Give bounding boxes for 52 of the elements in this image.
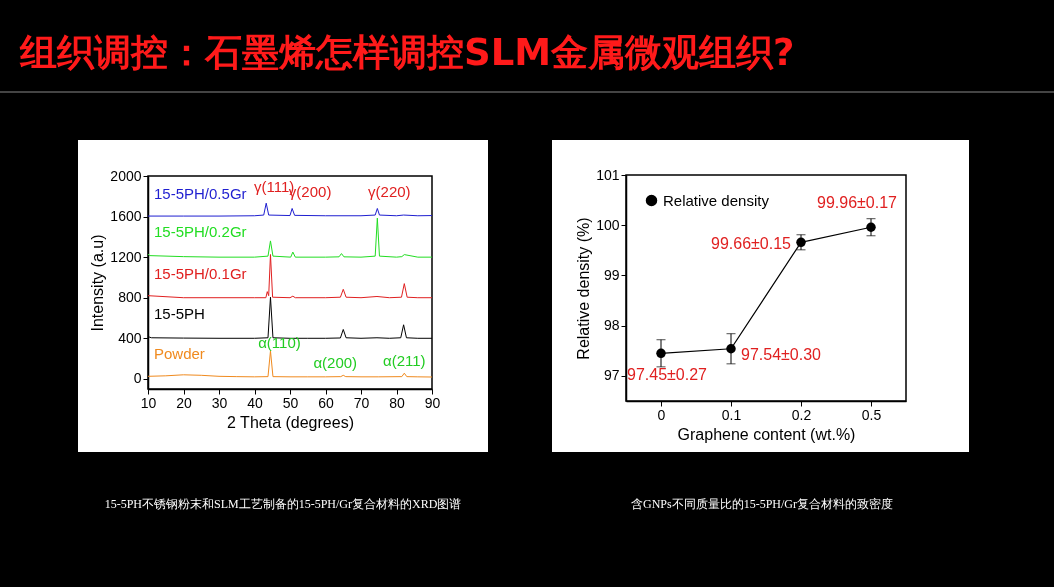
x-tick-label: 0.2 — [791, 406, 812, 423]
y-tick-label: 800 — [118, 289, 142, 306]
y-tick-label: 100 — [596, 216, 620, 233]
y-tick-label: 2000 — [110, 167, 142, 184]
x-tick-label: 0 — [657, 406, 666, 423]
x-tick-label: 10 — [140, 394, 157, 411]
annotation: α(200) — [313, 354, 358, 372]
point — [656, 348, 666, 359]
y-tick-label: 1200 — [110, 248, 142, 265]
line-series — [148, 254, 432, 299]
data-label: 97.45±0.27 — [627, 366, 708, 384]
text: 含GNPs不同质量比的15-5PH/Gr复合材料的致密度 — [630, 496, 894, 513]
x-tick-label: 40 — [247, 394, 263, 411]
series-label: 15-5PH/0.2Gr — [154, 223, 247, 241]
x-tick-label: 50 — [282, 394, 299, 411]
chart-title: 组织调控：石墨烯怎样调控SLM金属微观组织? — [20, 30, 795, 76]
y-tick-label: 98 — [603, 317, 620, 334]
y-tick-label: 101 — [596, 166, 620, 183]
x-tick-label: 0.5 — [861, 406, 882, 423]
y-axis-title: Intensity (a.u) — [89, 234, 107, 332]
x-tick-label: 20 — [176, 394, 192, 411]
x-tick-label: 0.1 — [721, 406, 742, 423]
x-tick-label: 80 — [389, 394, 405, 411]
point — [726, 344, 736, 354]
text: 15-5PH不锈钢粉末和SLM工艺制备的15-5PH/Gr复合材料的XRD图谱 — [104, 496, 462, 513]
y-tick-label: 1600 — [110, 208, 142, 225]
x-axis-title: Graphene content (wt.%) — [677, 425, 856, 443]
line-series — [148, 202, 432, 217]
series-label: 15-5PH — [154, 305, 205, 323]
data-label: 99.96±0.17 — [817, 194, 898, 212]
data-label: 99.66±0.15 — [711, 235, 792, 253]
annotation: γ(220) — [368, 183, 411, 201]
x-tick-label: 30 — [211, 394, 228, 411]
legend-label: Relative density — [663, 191, 770, 209]
x-axis-title: 2 Theta (degrees) — [227, 413, 354, 431]
point — [866, 222, 876, 232]
data-label: 97.54±0.30 — [741, 345, 822, 363]
x-tick-label: 70 — [353, 394, 370, 411]
x-tick-label: 90 — [424, 394, 441, 411]
series-label: Powder — [154, 345, 205, 363]
y-tick-label: 0 — [133, 370, 142, 387]
series-label: 15-5PH/0.5Gr — [154, 185, 247, 203]
series-label: 15-5PH/0.1Gr — [154, 264, 247, 282]
line-series — [148, 217, 432, 258]
y-tick-label: 97 — [603, 367, 620, 384]
x-tick-label: 60 — [318, 394, 334, 411]
annotation: α(110) — [258, 333, 301, 351]
y-axis-title: Relative density (%) — [575, 217, 593, 360]
y-tick-label: 400 — [118, 329, 142, 346]
y-tick-label: 99 — [603, 266, 620, 283]
annotation: α(211) — [383, 352, 426, 370]
line-series — [148, 350, 432, 378]
